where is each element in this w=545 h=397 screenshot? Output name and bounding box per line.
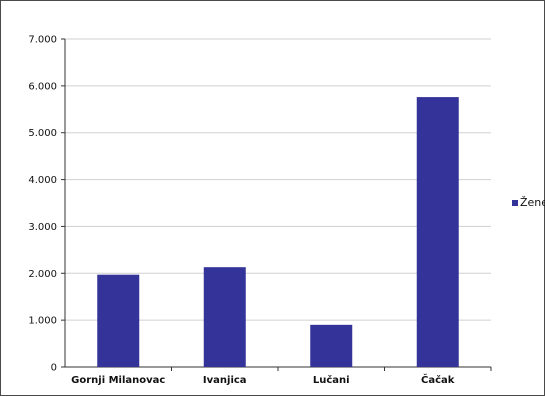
y-tick-label: 3.000 <box>28 222 57 233</box>
legend-label: Žene <box>520 196 545 209</box>
y-tick-label: 0 <box>51 363 57 374</box>
y-tick-label: 6.000 <box>28 81 57 92</box>
x-tick-label: Čačak <box>421 373 455 386</box>
bar-gornji-milanovac <box>97 274 140 367</box>
y-tick-label: 5.000 <box>28 128 57 139</box>
y-tick-label: 2.000 <box>28 269 57 280</box>
bar-ivanjica <box>203 267 246 367</box>
x-tick-label: Gornji Milanovac <box>71 375 165 386</box>
legend-swatch <box>512 200 518 206</box>
y-tick-label: 1.000 <box>28 316 57 327</box>
y-tick-label: 4.000 <box>28 175 57 186</box>
y-tick-label: 7.000 <box>28 35 57 46</box>
x-tick-label: Lučani <box>313 374 350 386</box>
bar-lučani <box>310 324 353 367</box>
x-tick-label: Ivanjica <box>203 375 247 386</box>
bar-čačak <box>416 97 459 368</box>
